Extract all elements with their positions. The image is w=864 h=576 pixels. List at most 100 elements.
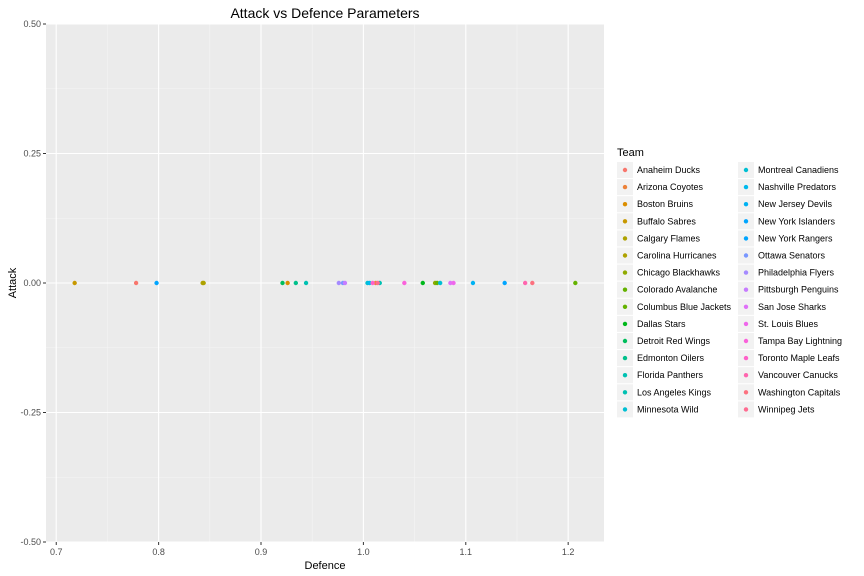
legend-item-label: Los Angeles Kings bbox=[637, 387, 712, 397]
data-point bbox=[434, 280, 440, 286]
data-point bbox=[293, 280, 299, 286]
data-point bbox=[502, 280, 507, 286]
data-point bbox=[437, 280, 443, 286]
legend-item-label: Boston Bruins bbox=[637, 199, 694, 209]
legend-symbol bbox=[743, 373, 749, 378]
data-point bbox=[448, 280, 453, 286]
legend-symbol bbox=[743, 202, 749, 207]
legend-item-label: St. Louis Blues bbox=[758, 319, 819, 329]
legend-symbol bbox=[743, 167, 749, 173]
legend-item-label: Pittsburgh Penguins bbox=[758, 285, 839, 295]
x-tick-label: 1.2 bbox=[562, 547, 575, 557]
legend-item-label: Columbus Blue Jackets bbox=[637, 302, 732, 312]
legend-symbol bbox=[622, 236, 628, 241]
legend-item-label: Edmonton Oilers bbox=[637, 353, 705, 363]
legend-symbol bbox=[743, 338, 749, 344]
legend-symbol bbox=[622, 253, 628, 258]
data-point bbox=[72, 280, 77, 286]
legend-symbol bbox=[622, 355, 628, 361]
legend-item-label: Buffalo Sabres bbox=[637, 216, 696, 226]
legend-item-label: Colorado Avalanche bbox=[637, 285, 717, 295]
y-tick-label: -0.25 bbox=[20, 408, 41, 418]
legend-item-label: Washington Capitals bbox=[758, 387, 841, 397]
legend-symbol bbox=[622, 287, 628, 292]
data-point bbox=[285, 280, 290, 286]
legend-symbol bbox=[622, 184, 628, 190]
data-points bbox=[72, 280, 578, 286]
y-axis-title: Attack bbox=[7, 267, 19, 298]
y-tick-label: -0.50 bbox=[20, 537, 41, 547]
y-axis: -0.50 -0.25 0.00 0.25 0.50 bbox=[20, 19, 46, 547]
legend-symbol bbox=[622, 338, 628, 344]
data-point bbox=[342, 280, 348, 286]
legend-item-label: Toronto Maple Leafs bbox=[758, 353, 840, 363]
legend-item-label: Arizona Coyotes bbox=[637, 182, 704, 192]
legend-item-label: New York Rangers bbox=[758, 233, 833, 243]
data-point bbox=[367, 280, 372, 286]
legend-item-label: Nashville Predators bbox=[758, 182, 837, 192]
legend-item-label: San Jose Sharks bbox=[758, 302, 827, 312]
data-point bbox=[402, 280, 407, 286]
x-tick-label: 1.0 bbox=[357, 547, 370, 557]
data-point bbox=[303, 280, 309, 286]
legend-item-label: Tampa Bay Lightning bbox=[758, 336, 842, 346]
y-tick-label: 0.00 bbox=[23, 278, 41, 288]
data-point bbox=[530, 280, 535, 286]
legend-item-label: Vancouver Canucks bbox=[758, 370, 838, 380]
y-tick-label: 0.25 bbox=[23, 149, 41, 159]
legend-item-label: Detroit Red Wings bbox=[637, 336, 711, 346]
legend-symbol bbox=[622, 202, 628, 207]
x-tick-label: 0.7 bbox=[50, 547, 63, 557]
legend-symbol bbox=[622, 167, 628, 173]
legend-item-label: Carolina Hurricanes bbox=[637, 251, 717, 261]
legend-item-label: New Jersey Devils bbox=[758, 199, 833, 209]
legend-symbol bbox=[743, 390, 749, 395]
data-point bbox=[451, 280, 456, 286]
legend-item-label: Dallas Stars bbox=[637, 319, 686, 329]
data-point bbox=[375, 280, 380, 286]
data-point bbox=[133, 280, 139, 286]
data-point bbox=[522, 280, 528, 286]
legend-item-label: Winnipeg Jets bbox=[758, 404, 815, 414]
legend-item-label: Minnesota Wild bbox=[637, 404, 699, 414]
legend-item-label: Ottawa Senators bbox=[758, 251, 826, 261]
legend-symbol bbox=[743, 219, 749, 224]
legend-symbol bbox=[743, 355, 749, 361]
legend-symbol bbox=[743, 287, 749, 292]
legend-symbol bbox=[743, 270, 749, 275]
data-point bbox=[200, 280, 205, 286]
legend-item-label: Anaheim Ducks bbox=[637, 165, 701, 175]
legend-symbol bbox=[743, 321, 749, 327]
y-tick-label: 0.50 bbox=[23, 19, 41, 29]
x-tick-label: 1.1 bbox=[460, 547, 473, 557]
x-tick-label: 0.8 bbox=[152, 547, 165, 557]
legend-title: Team bbox=[617, 147, 644, 159]
legend-symbol bbox=[622, 321, 628, 327]
legend-symbol bbox=[622, 373, 628, 378]
data-point bbox=[573, 280, 578, 286]
legend-item-label: Chicago Blackhawks bbox=[637, 268, 721, 278]
data-point bbox=[336, 280, 342, 286]
data-point bbox=[370, 280, 375, 286]
x-axis: 0.7 0.8 0.9 1.0 1.1 1.2 bbox=[50, 542, 574, 557]
legend-symbol bbox=[622, 270, 628, 275]
data-point bbox=[420, 280, 425, 286]
legend-symbol bbox=[743, 407, 749, 412]
legend-item-label: New York Islanders bbox=[758, 216, 836, 226]
legend-item-label: Montreal Canadiens bbox=[758, 165, 839, 175]
legend-symbol bbox=[622, 304, 628, 309]
legend: Team Anaheim Ducks Arizona Coyotes Boston … bbox=[617, 147, 842, 418]
data-point bbox=[470, 280, 476, 286]
legend-symbol bbox=[622, 390, 628, 395]
legend-item-label: Calgary Flames bbox=[637, 233, 701, 243]
legend-symbol bbox=[743, 184, 749, 190]
legend-symbol bbox=[743, 304, 749, 309]
legend-symbol bbox=[743, 253, 749, 258]
chart-title: Attack vs Defence Parameters bbox=[230, 5, 419, 21]
data-point bbox=[154, 280, 159, 286]
x-tick-label: 0.9 bbox=[255, 547, 268, 557]
legend-symbol bbox=[622, 407, 628, 412]
legend-item-label: Florida Panthers bbox=[637, 370, 704, 380]
legend-symbol bbox=[622, 219, 628, 224]
